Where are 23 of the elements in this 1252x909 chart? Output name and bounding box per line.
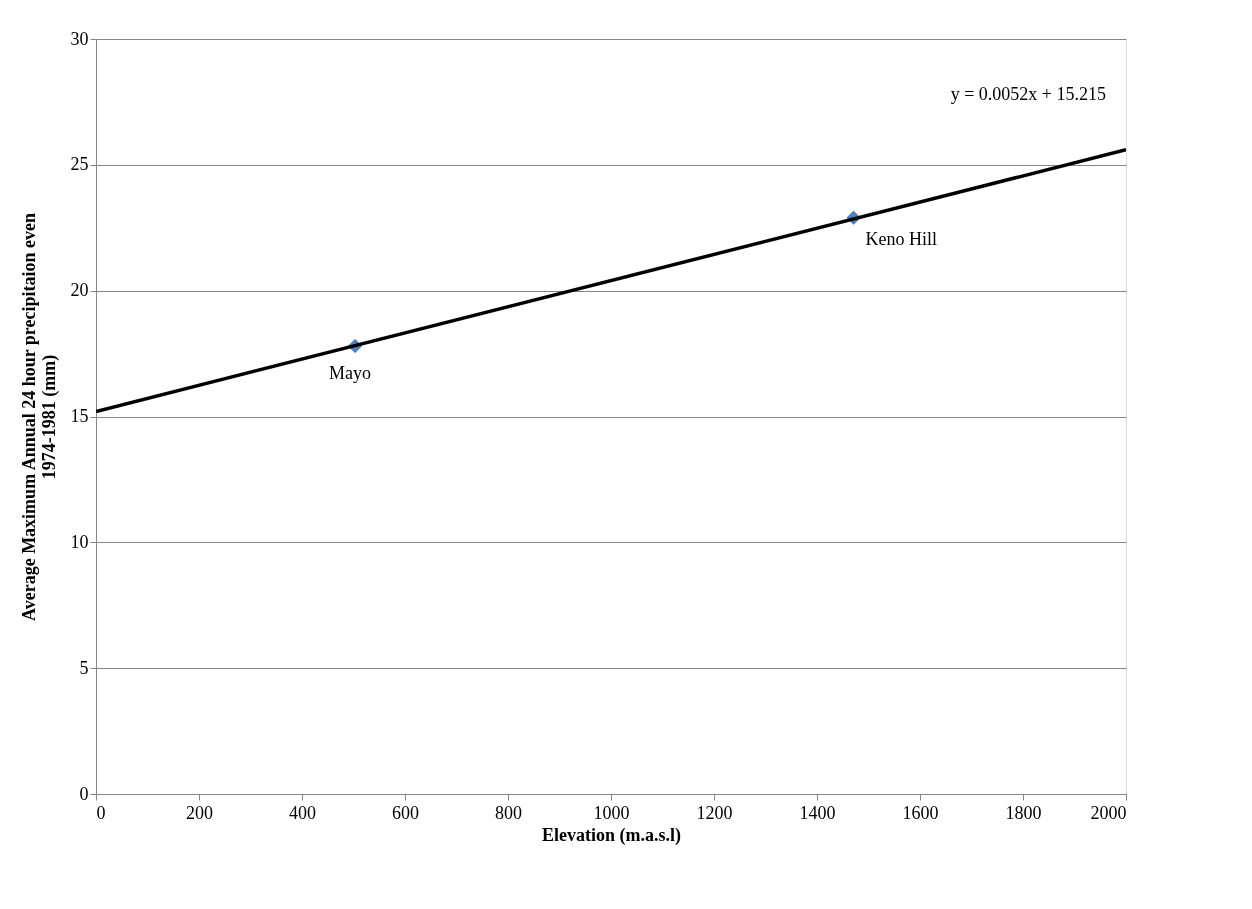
x-tick-label: 1000	[593, 802, 630, 823]
x-tick-label: 200	[186, 802, 213, 823]
x-tick-label: 1600	[902, 802, 939, 823]
x-tick-label: 1800	[1005, 802, 1042, 823]
x-tick-label: 600	[392, 802, 419, 823]
annotation: y = 0.0052x + 15.215	[950, 83, 1106, 104]
x-tick-label: 800	[495, 802, 522, 823]
x-tick-label: 0	[96, 802, 106, 823]
x-tick-label: 400	[289, 802, 316, 823]
annotation: Keno Hill	[865, 228, 938, 249]
y-tick-label: 15	[70, 406, 89, 426]
y-tick-label: 30	[70, 28, 89, 49]
y-axis-title: Average Maximum Annual 24 hour precipitaion even 1974-1981 (mm)	[18, 212, 60, 622]
x-axis-title: Elevation (m.a.s.l)	[542, 824, 681, 846]
y-tick-label: 10	[70, 531, 89, 552]
x-tick-label: 2000	[1090, 802, 1127, 823]
y-tick-label: 20	[70, 280, 89, 301]
x-tick-label: 1200	[696, 802, 733, 823]
y-tick-label: 0	[79, 783, 89, 804]
x-tick-label: 1400	[799, 802, 836, 823]
y-tick-label: 25	[70, 154, 89, 175]
y-tick-label: 5	[79, 657, 89, 678]
annotation: Mayo	[329, 363, 372, 384]
